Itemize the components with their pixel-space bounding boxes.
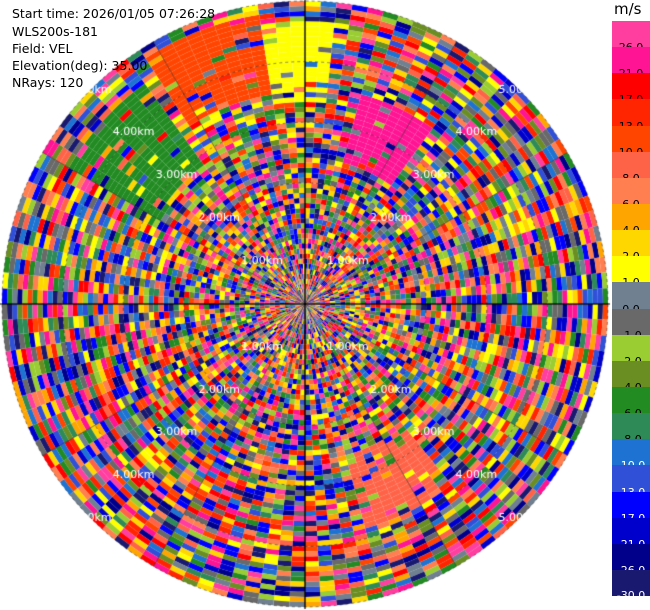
field-label: Field: VEL bbox=[12, 41, 73, 56]
colorbar-segment: -13.0 bbox=[612, 465, 650, 499]
colorbar-segment: -4.0 bbox=[612, 360, 650, 394]
colorbar-segment: -10.0 bbox=[612, 439, 650, 472]
start-time-label: Start time: 2026/01/05 07:26:28 bbox=[12, 6, 216, 21]
colorbar-segment: 10.0 bbox=[612, 125, 650, 159]
colorbar-segment: -17.0 bbox=[612, 491, 650, 525]
colorbar-segment: -2.0 bbox=[612, 334, 650, 368]
nrays-label: NRays: 120 bbox=[12, 75, 84, 90]
station-label: WLS200s-181 bbox=[12, 24, 98, 39]
colorbar-segment: 4.0 bbox=[612, 203, 650, 237]
colorbar-tick-label: -30.0 bbox=[616, 589, 646, 603]
colorbar-segment: 1.0 bbox=[612, 256, 650, 289]
colorbar-segment: 13.0 bbox=[612, 99, 650, 133]
colorbar-segment: 0.0 bbox=[612, 282, 650, 316]
colorbar-segment: 8.0 bbox=[612, 151, 650, 185]
colorbar-segment: -6.0 bbox=[612, 386, 650, 420]
colorbar-segment: -1.0 bbox=[612, 308, 650, 342]
colorbar-unit: m/s bbox=[614, 0, 642, 18]
colorbar-segment: -26.0 bbox=[612, 543, 650, 577]
colorbar: 26.021.017.013.010.08.06.04.02.01.00.0-1… bbox=[612, 21, 650, 602]
colorbar-segment: 2.0 bbox=[612, 230, 650, 263]
colorbar-segment: -30.0 bbox=[612, 569, 650, 602]
colorbar-segment: -21.0 bbox=[612, 517, 650, 551]
elevation-label: Elevation(deg): 35.00 bbox=[12, 58, 148, 73]
colorbar-segment: 17.0 bbox=[612, 73, 650, 106]
colorbar-segment: -8.0 bbox=[612, 413, 650, 446]
colorbar-segment: 6.0 bbox=[612, 177, 650, 211]
colorbar-segment: 26.0 bbox=[612, 21, 650, 54]
colorbar-segment: 21.0 bbox=[612, 47, 650, 80]
